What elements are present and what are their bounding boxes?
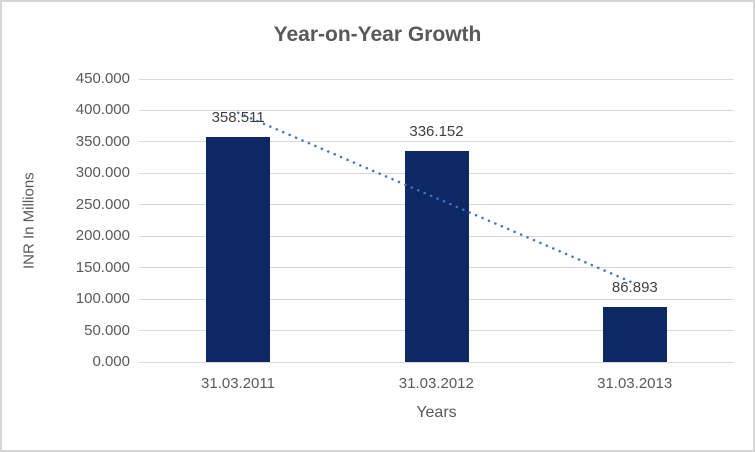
gridline [139, 361, 734, 363]
bar [602, 307, 667, 362]
x-tick-label: 31.03.2013 [597, 375, 673, 392]
y-tick-label: 150.000 [75, 258, 130, 276]
bar-value-label: 358.511 [211, 108, 265, 126]
y-tick-label: 250.000 [75, 195, 130, 213]
plot-area [139, 78, 734, 363]
y-axis-title: INR In Millions [20, 172, 38, 269]
bar [206, 136, 271, 362]
bar [404, 150, 469, 362]
y-tick-label: 50.000 [84, 321, 130, 339]
y-tick-label: 350.000 [75, 132, 130, 150]
x-axis-title: Years [416, 404, 457, 421]
gridline [139, 141, 734, 143]
x-tick-label: 31.03.2012 [398, 375, 474, 392]
x-tick-label: 31.03.2011 [201, 375, 275, 392]
gridline [139, 109, 734, 111]
bar-value-label: 336.152 [409, 122, 464, 140]
bar-value-label: 86.893 [611, 279, 658, 297]
gridline [139, 78, 734, 80]
y-tick-label: 100.000 [75, 290, 130, 308]
y-tick-label: 300.000 [75, 164, 130, 182]
y-tick-label: 200.000 [75, 227, 130, 245]
y-tick-label: 450.000 [75, 70, 130, 87]
chart-title: Year-on-Year Growth [273, 23, 482, 46]
trendline [236, 111, 637, 285]
y-tick-label: 400.000 [75, 101, 130, 119]
y-tick-label: 0.000 [92, 353, 130, 370]
